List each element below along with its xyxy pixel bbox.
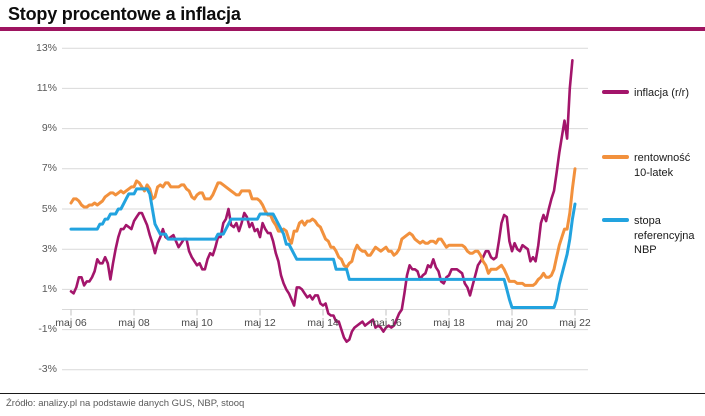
y-tick-label: 13% <box>35 41 57 54</box>
source-caption: Źródło: analizy.pl na podstawie danych G… <box>6 398 245 409</box>
legend-swatch-stopa-icon <box>602 218 629 222</box>
x-tick-label: maj 22 <box>559 316 591 329</box>
x-tick-label: maj 08 <box>118 316 150 329</box>
y-tick-label: 11% <box>36 81 57 94</box>
legend-label-inflacja: inflacja (r/r) <box>634 87 690 99</box>
x-tick-label: maj 16 <box>370 316 402 329</box>
series-line <box>69 58 574 344</box>
legend-item-rentownosc: rentowność 10-latek <box>598 151 700 180</box>
legend-item-inflacja: inflacja (r/r) <box>598 86 700 101</box>
x-tick-label: maj 18 <box>433 316 465 329</box>
x-tick-label: maj 10 <box>181 316 213 329</box>
page-title: Stopy procentowe a inflacja <box>8 4 241 24</box>
legend-swatch-rentownosc-icon <box>602 155 629 159</box>
x-tick-label: maj 20 <box>496 316 528 329</box>
legend-swatch-inflacja-icon <box>602 90 629 94</box>
legend-label-stopa: stopa referencyjna NBP <box>634 215 695 256</box>
y-tick-label: -1% <box>38 323 57 336</box>
y-tick-label: 5% <box>41 202 57 215</box>
legend-item-stopa: stopa referencyjna NBP <box>598 214 700 258</box>
y-tick-label: -3% <box>38 363 57 376</box>
series-line <box>69 187 577 309</box>
x-tick-label: maj 12 <box>244 316 276 329</box>
footer-rule <box>0 393 705 394</box>
legend-label-rentownosc: rentowność 10-latek <box>634 152 691 179</box>
y-tick-label: 9% <box>41 122 57 135</box>
y-tick-label: 3% <box>41 242 57 255</box>
y-tick-label: 1% <box>41 282 57 295</box>
y-tick-label: 7% <box>41 162 57 175</box>
title-rule <box>0 27 705 31</box>
x-tick-label: maj 06 <box>55 316 87 329</box>
series-line <box>69 167 577 287</box>
x-tick-label: maj 14 <box>307 316 339 329</box>
